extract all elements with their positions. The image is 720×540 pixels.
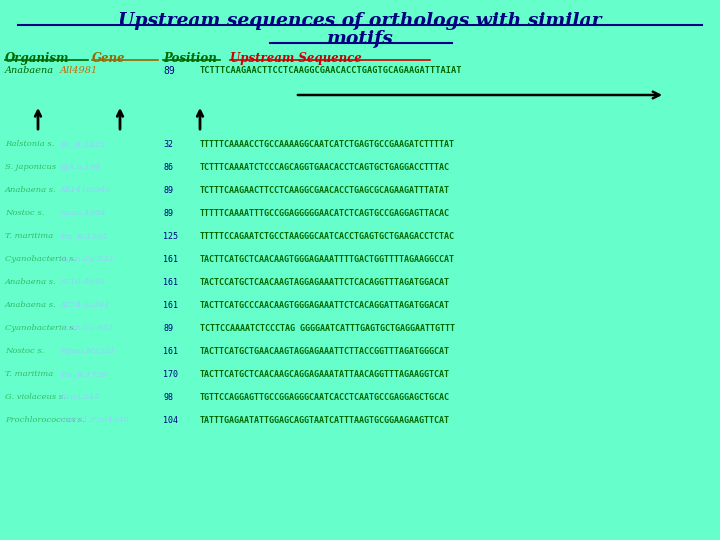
Text: T. maritima: T. maritima: [5, 370, 53, 378]
Text: npun.4984: npun.4984: [60, 209, 106, 217]
Text: S. japonicus: S. japonicus: [5, 163, 56, 171]
Text: Cyan.Ca.943: Cyan.Ca.943: [60, 324, 114, 332]
Text: Npun.N2321: Npun.N2321: [60, 347, 115, 355]
Text: Upstream Sequence: Upstream Sequence: [230, 52, 361, 65]
Text: TACTTCATGCTCAACAAGTGGGAGAAATTTTGACTGGTTTTAGAAGGCCAT: TACTTCATGCTCAACAAGTGGGAGAAATTTTGACTGGTTT…: [200, 255, 455, 264]
Text: Cyanobacteria s.: Cyanobacteria s.: [5, 255, 76, 263]
Text: TCTTTCAAGAACTTCCTCAAGGCGAACACCTGAGTGCAGAAGATTTAIAT: TCTTTCAAGAACTTCCTCAAGGCGAACACCTGAGTGCAGA…: [200, 66, 462, 75]
Text: TATTTGAGAATATTGGAGCAGGTAATCATTTAAGTGCGGAAGAAGTTCAT: TATTTGAGAATATTGGAGCAGGTAATCATTTAAGTGCGGA…: [200, 416, 450, 425]
Text: 170: 170: [163, 370, 178, 379]
Text: Position: Position: [163, 52, 217, 65]
Text: T. maritima: T. maritima: [5, 232, 53, 240]
Text: AT10.4940: AT10.4940: [60, 278, 106, 286]
Text: Anabaena s.: Anabaena s.: [5, 301, 57, 309]
Text: All1416/940: All1416/940: [60, 186, 112, 194]
Text: All4981: All4981: [60, 66, 98, 75]
Text: 161: 161: [163, 278, 178, 287]
Text: 89: 89: [163, 66, 175, 76]
Text: Organism: Organism: [5, 52, 69, 65]
Text: TGTTCCAGGAGTTGCCGGAGGGCAATCACCTCAATGCCGAGGAGCTGCAC: TGTTCCAGGAGTTGCCGGAGGGCAATCACCTCAATGCCGA…: [200, 393, 450, 402]
Text: TTTTTCAAAATTTGCCGGAGGGGGAACATCTCAGTGCCGAGGAGTTACAC: TTTTTCAAAATTTGCCGGAGGGGGAACATCTCAGTGCCGA…: [200, 209, 450, 218]
Text: PMM1.P264040: PMM1.P264040: [60, 416, 129, 424]
Text: TACTCCATGCTCAACAAGTAGGAGAAATTCTCACAGGTTTAGATGGACAT: TACTCCATGCTCAACAAGTAGGAGAAATTCTCACAGGTTT…: [200, 278, 450, 287]
Text: Nostoc s.: Nostoc s.: [5, 347, 44, 355]
Text: 86: 86: [163, 163, 173, 172]
Text: 104: 104: [163, 416, 178, 425]
Text: TTTTTCAAAACCTGCCAAAAGGCAATCATCTGAGTGCCGAAGATCTTTTAT: TTTTTCAAAACCTGCCAAAAGGCAATCATCTGAGTGCCGA…: [200, 140, 455, 149]
Text: Anabaena s.: Anabaena s.: [5, 278, 57, 286]
Text: TACTTCATGCTCAACAAGCAGGAGAAATATTAACAGGTTTAGAAGGTCAT: TACTTCATGCTCAACAAGCAGGAGAAATATTAACAGGTTT…: [200, 370, 450, 379]
Text: 161: 161: [163, 347, 178, 356]
Text: 32: 32: [163, 140, 173, 149]
Text: 89: 89: [163, 209, 173, 218]
Text: Upstream sequences of orthologs with similar: Upstream sequences of orthologs with sim…: [118, 12, 602, 30]
Text: TCTTTCAAGAACTTCCTCAAGGCGAACACCTGAGCGCAGAAGATTTATAT: TCTTTCAAGAACTTCCTCAAGGCGAACACCTGAGCGCAGA…: [200, 186, 450, 195]
Text: TACTTCATGCTGAACAAGTAGGAGAAATTCTTACCGGTTTAGATGGGCAT: TACTTCATGCTGAACAAGTAGGAGAAATTCTTACCGGTTT…: [200, 347, 450, 356]
Text: TACTTCATGCCCAACAAGTGGGAGAAATTCTCACAGGATTAGATGGACAT: TACTTCATGCCCAACAAGTGGGAGAAATTCTCACAGGATT…: [200, 301, 450, 310]
Text: 98: 98: [163, 393, 173, 402]
Text: Ralstonia s.: Ralstonia s.: [5, 140, 54, 148]
Text: Rs_R.1423: Rs_R.1423: [60, 140, 105, 148]
Text: Gviol.244: Gviol.244: [60, 393, 101, 401]
Text: Gene: Gene: [92, 52, 125, 65]
Text: SJA.a.194: SJA.a.194: [60, 163, 102, 171]
Text: TCTTTCAAAATCTCCCAGCAGGTGAACACCTCAGTGCTGAGGACCTTTAC: TCTTTCAAAATCTCCCAGCAGGTGAACACCTCAGTGCTGA…: [200, 163, 450, 172]
Text: 89: 89: [163, 186, 173, 195]
Text: Tm_R.1384: Tm_R.1384: [60, 232, 108, 240]
Text: Prochlorococcus s.: Prochlorococcus s.: [5, 416, 85, 424]
Text: Cyanobacteria s.: Cyanobacteria s.: [5, 324, 76, 332]
Text: motifs: motifs: [327, 30, 393, 48]
Text: AT24.lo.241: AT24.lo.241: [60, 301, 111, 309]
Text: Tm_R.1728: Tm_R.1728: [60, 370, 108, 378]
Text: 89: 89: [163, 324, 173, 333]
Text: Cyan.Ca.523: Cyan.Ca.523: [60, 255, 114, 263]
Text: TTTTTCCAGAATCTGCCTAAGGGCAATCACCTGAGTGCTGAAGACCTCTAC: TTTTTCCAGAATCTGCCTAAGGGCAATCACCTGAGTGCTG…: [200, 232, 455, 241]
Text: TCTTCCAAAATCTCCCTAG GGGGAATCATTTGAGTGCTGAGGAATTGTTT: TCTTCCAAAATCTCCCTAG GGGGAATCATTTGAGTGCTG…: [200, 324, 455, 333]
Text: Anabaena: Anabaena: [5, 66, 54, 75]
Text: 161: 161: [163, 255, 178, 264]
Text: G. violaceus s.: G. violaceus s.: [5, 393, 66, 401]
Text: 125: 125: [163, 232, 178, 241]
Text: 161: 161: [163, 301, 178, 310]
Text: Nostoc s.: Nostoc s.: [5, 209, 44, 217]
Text: Anabaena s.: Anabaena s.: [5, 186, 57, 194]
